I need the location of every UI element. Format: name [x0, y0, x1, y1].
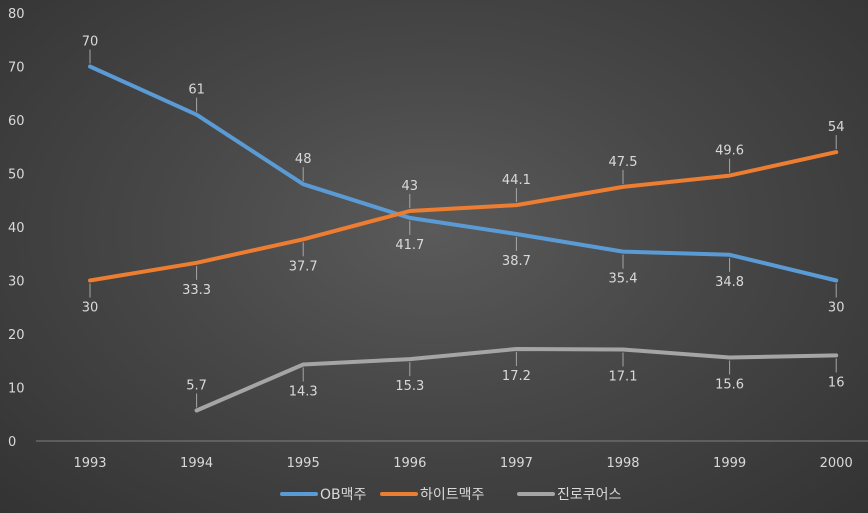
data-label: 16 — [828, 375, 845, 390]
y-tick-label: 60 — [8, 114, 25, 129]
data-label: 38.7 — [502, 254, 531, 269]
legend-label: 진로쿠어스 — [557, 487, 622, 503]
x-tick-label: 1997 — [500, 456, 533, 471]
series-line-1 — [88, 64, 839, 283]
data-label: 44.1 — [502, 173, 531, 188]
data-label: 48 — [295, 152, 312, 167]
series-line-2 — [88, 150, 839, 283]
y-tick-label: 40 — [8, 221, 25, 236]
data-label: 15.3 — [395, 379, 424, 394]
y-tick-label: 70 — [8, 61, 25, 76]
x-tick-label: 1995 — [287, 456, 320, 471]
data-label: 35.4 — [609, 272, 638, 287]
data-label: 34.8 — [715, 275, 744, 290]
data-label: 49.6 — [715, 144, 744, 159]
data-label: 33.3 — [182, 283, 211, 298]
series-line-3 — [194, 347, 839, 413]
y-tick-label: 10 — [8, 382, 25, 397]
x-tick-label: 1998 — [606, 456, 639, 471]
x-tick-label: 1999 — [713, 456, 746, 471]
data-label: 47.5 — [609, 155, 638, 170]
data-label: 5.7 — [186, 379, 207, 394]
label-leader-lines — [89, 49, 837, 408]
data-label: 30 — [82, 301, 99, 316]
y-tick-label: 0 — [8, 435, 16, 450]
data-label: 14.3 — [289, 384, 318, 399]
data-label: 41.7 — [395, 238, 424, 253]
x-tick-label: 1994 — [180, 456, 213, 471]
data-label: 37.7 — [289, 259, 318, 274]
data-label: 70 — [82, 35, 99, 50]
x-tick-label: 1996 — [393, 456, 426, 471]
series-lines — [88, 64, 839, 413]
y-tick-label: 50 — [8, 168, 25, 183]
data-label: 43 — [402, 179, 419, 194]
x-tick-label: 1993 — [73, 456, 106, 471]
y-tick-label: 20 — [8, 328, 25, 343]
y-tick-label: 80 — [8, 7, 25, 22]
data-label: 61 — [188, 83, 205, 98]
data-label: 54 — [828, 120, 845, 135]
legend-label: 하이트맥주 — [420, 487, 485, 503]
legend-label: OB맥주 — [320, 487, 367, 503]
data-label: 17.2 — [502, 369, 531, 384]
x-axis-tick-labels: 1993 1994 1995 1996 1997 1998 1999 2000 — [73, 456, 852, 471]
legend: OB맥주 하이트맥주 진로쿠어스 — [280, 487, 622, 503]
data-label: 15.6 — [715, 378, 744, 393]
x-tick-label: 2000 — [820, 456, 853, 471]
data-label: 17.1 — [609, 370, 638, 385]
y-axis-tick-labels: 0 10 20 30 40 50 60 70 80 — [8, 7, 25, 450]
data-labels: 70 61 48 41.7 38.7 35.4 34.8 30 30 33.3 37.7 43 44.1… — [82, 35, 845, 400]
data-label: 30 — [828, 301, 845, 316]
y-tick-label: 30 — [8, 275, 25, 290]
